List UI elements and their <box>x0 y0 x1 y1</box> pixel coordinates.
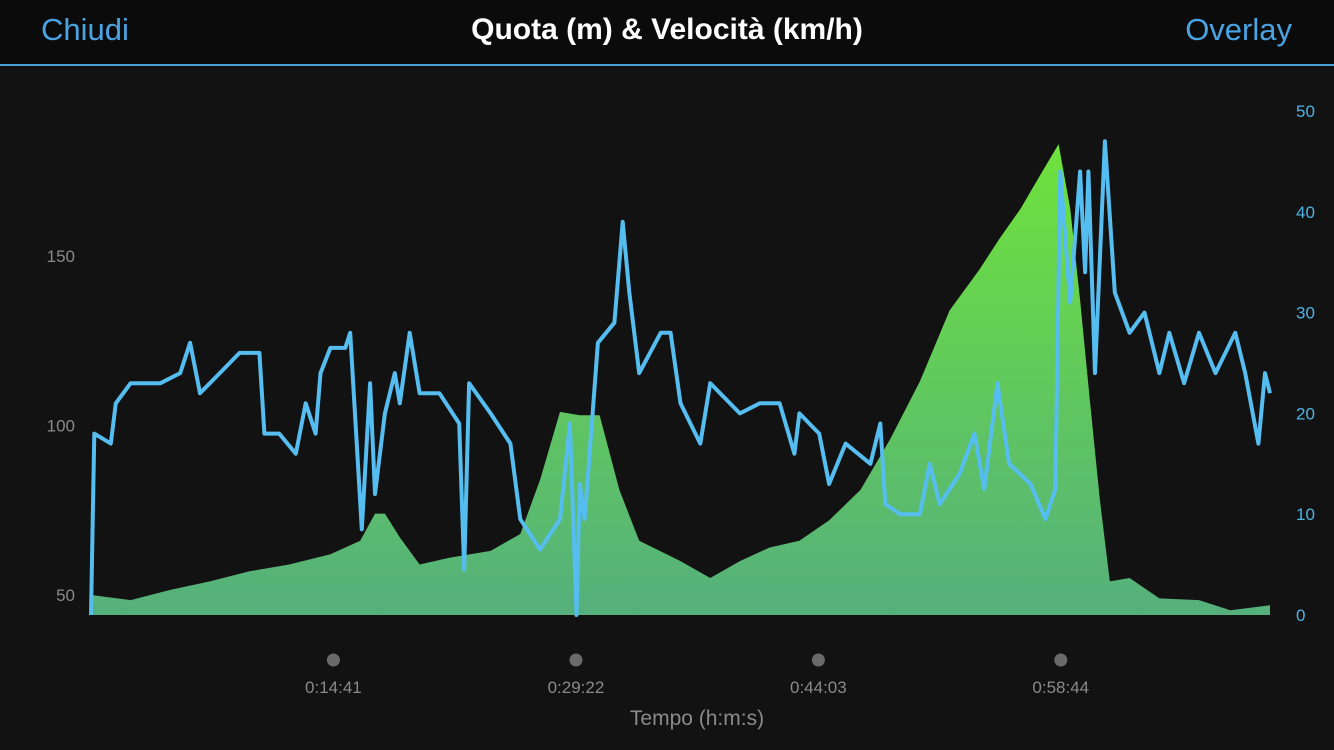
left-axis-tick: 50 <box>56 586 75 605</box>
x-tick-marker[interactable] <box>326 653 340 667</box>
x-axis-label: Tempo (h:m:s) <box>630 707 764 730</box>
right-axis-tick: 50 <box>1296 102 1315 121</box>
overlay-button[interactable]: Overlay <box>1185 12 1292 47</box>
right-axis-tick: 30 <box>1296 304 1315 323</box>
x-tick-marker[interactable] <box>569 653 583 667</box>
x-tick-marker[interactable] <box>811 653 825 667</box>
x-axis-tick: 0:29:22 <box>548 678 605 697</box>
left-axis-tick: 100 <box>47 417 75 436</box>
page-title: Quota (m) & Velocità (km/h) <box>471 13 863 46</box>
x-axis-tick: 0:44:03 <box>790 678 847 697</box>
speed-line <box>89 139 1272 617</box>
x-tick-marker[interactable] <box>1054 653 1068 667</box>
close-button[interactable]: Chiudi <box>41 12 129 47</box>
altitude-area <box>91 144 1270 615</box>
x-axis-tick: 0:14:41 <box>305 678 362 697</box>
right-axis-tick: 10 <box>1296 505 1315 524</box>
header-bar: Chiudi Quota (m) & Velocità (km/h) Overl… <box>0 0 1334 66</box>
right-axis-tick: 20 <box>1296 404 1315 423</box>
left-axis-tick: 150 <box>47 247 75 266</box>
right-axis-tick: 0 <box>1296 606 1305 625</box>
right-axis-tick: 40 <box>1296 203 1315 222</box>
x-axis-tick: 0:58:44 <box>1032 678 1089 697</box>
